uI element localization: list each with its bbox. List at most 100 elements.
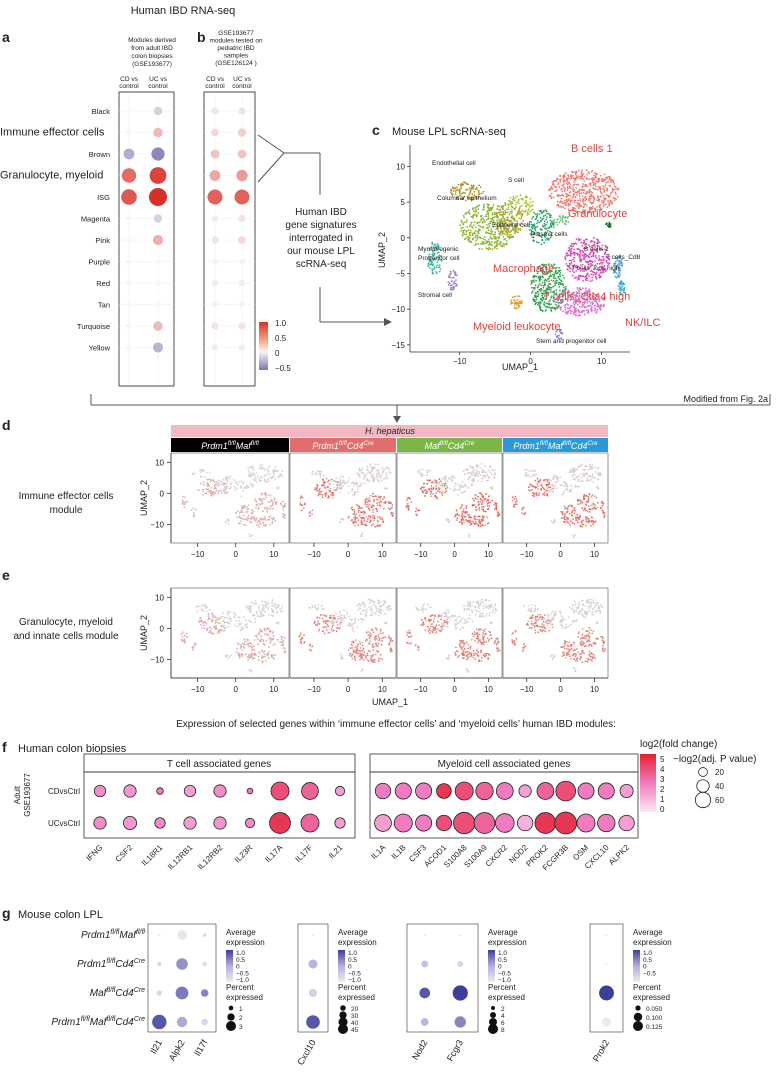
mini-umap-point xyxy=(301,504,304,506)
umap-point xyxy=(554,303,557,306)
mini-umap-point xyxy=(493,507,496,510)
umap-point xyxy=(600,259,603,262)
umap-point xyxy=(577,199,580,202)
umap-point xyxy=(583,205,585,208)
mini-umap-point xyxy=(340,619,343,622)
umap-point xyxy=(547,272,549,275)
umap-point xyxy=(550,279,553,282)
mini-umap-point xyxy=(255,524,258,527)
umap-point xyxy=(497,218,500,221)
mini-umap-point xyxy=(317,620,319,623)
mini-umap-point xyxy=(430,490,433,493)
mini-umap-point xyxy=(209,492,212,495)
arrow-head xyxy=(393,416,401,423)
mini-umap-point xyxy=(284,651,286,654)
mini-umap-point xyxy=(222,612,224,614)
mini-umap-point xyxy=(343,615,346,617)
mini-umap-point xyxy=(224,485,227,488)
umap-point xyxy=(526,214,529,216)
umap-point xyxy=(605,194,608,197)
umap-point xyxy=(536,213,539,215)
mini-umap-point xyxy=(259,467,261,470)
mini-umap-point xyxy=(382,507,385,510)
mini-umap-point xyxy=(230,486,233,488)
umap-point xyxy=(552,285,555,288)
color-legend-tick: −0.5 xyxy=(275,364,291,373)
umap-point xyxy=(567,310,569,313)
mini-umap-point xyxy=(221,624,224,627)
umap-point xyxy=(474,196,477,198)
mini-umap-point xyxy=(326,480,329,483)
umap-point xyxy=(449,272,452,275)
mini-umap-point xyxy=(242,489,245,492)
umap-point xyxy=(538,288,541,291)
mini-umap-point xyxy=(263,507,266,510)
umap-point xyxy=(435,272,438,275)
mini-umap-point xyxy=(481,506,483,508)
mini-umap-point xyxy=(385,621,388,624)
mini-umap-point xyxy=(479,523,482,525)
mini-umap-point xyxy=(350,623,353,626)
mini-umap-point xyxy=(333,616,336,619)
umap-point xyxy=(510,212,513,215)
umap-point xyxy=(558,221,561,224)
panel-b-dot xyxy=(238,279,246,287)
mini-umap-point xyxy=(360,532,363,534)
umap-point xyxy=(555,335,558,338)
umap-point xyxy=(502,220,505,223)
mini-umap-point xyxy=(459,506,462,509)
umap-point xyxy=(553,292,555,295)
umap-point xyxy=(456,284,458,287)
panel-b-dot xyxy=(237,128,247,137)
mini-umap-point xyxy=(452,475,455,478)
umap-point xyxy=(568,307,571,310)
genotype-gene: Prdm1 xyxy=(312,441,339,451)
mini-umap-point xyxy=(214,491,217,494)
umap-point xyxy=(576,194,578,196)
umap-point xyxy=(547,284,550,287)
umap-point xyxy=(472,214,475,217)
mini-umap-point xyxy=(458,485,461,488)
umap-point xyxy=(617,275,620,278)
cluster-label-red: Myeloid leukocyte xyxy=(473,321,560,333)
mini-umap-point xyxy=(250,515,253,518)
umap-point xyxy=(469,190,472,193)
umap-point xyxy=(599,174,602,177)
mini-umap-point xyxy=(329,616,331,618)
mini-umap-point xyxy=(310,649,312,652)
mini-umap-point xyxy=(316,485,319,488)
umap-point xyxy=(591,179,594,182)
mini-umap-point xyxy=(486,504,489,507)
mini-umap-point xyxy=(265,660,267,662)
mini-umap-point xyxy=(183,640,185,643)
umap-point xyxy=(491,238,493,240)
mini-umap-point xyxy=(227,626,230,628)
umap-point xyxy=(553,185,556,188)
umap-point xyxy=(462,231,465,234)
umap-point xyxy=(468,236,471,239)
hhepaticus-band xyxy=(171,425,608,437)
umap-point xyxy=(543,220,546,223)
umap-point xyxy=(588,209,591,212)
panel-a-dot xyxy=(121,168,137,183)
umap-point xyxy=(533,233,535,236)
umap-point xyxy=(559,180,562,183)
genotype-gene: Prdm1 xyxy=(513,441,540,451)
umap-point xyxy=(447,276,450,279)
umap-point xyxy=(529,210,532,213)
umap-point xyxy=(505,240,508,242)
umap-point xyxy=(584,203,587,206)
mini-umap-point xyxy=(354,518,357,521)
mini-umap-point xyxy=(234,613,237,616)
mini-umap-point xyxy=(328,489,330,492)
mini-umap-point xyxy=(227,658,230,660)
umap-point xyxy=(533,281,535,283)
umap-point xyxy=(569,187,571,190)
mini-umap-point xyxy=(484,476,487,479)
mini-umap-point xyxy=(335,481,337,483)
umap-point xyxy=(464,233,466,236)
mini-umap-point xyxy=(311,645,314,648)
mini-umap-point xyxy=(371,629,374,632)
mini-umap-point xyxy=(254,600,257,602)
